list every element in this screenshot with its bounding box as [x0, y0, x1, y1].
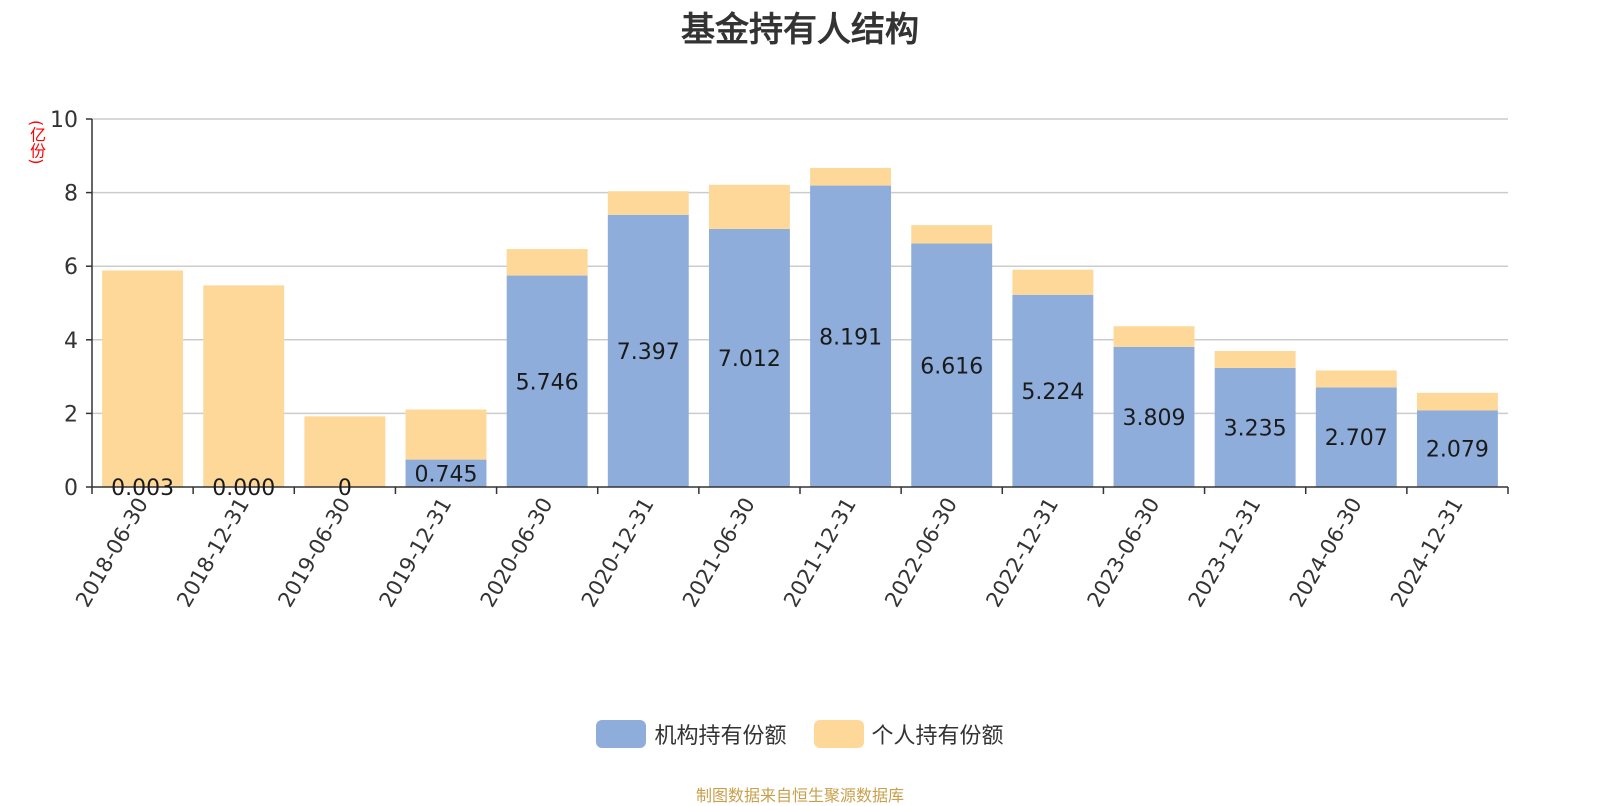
x-tick-label-10: 2023-06-30 [1083, 494, 1165, 612]
data-label-institutional-10: 3.809 [1123, 406, 1186, 431]
bars [102, 168, 1498, 487]
data-label-institutional-7: 8.191 [819, 325, 882, 350]
x-tick-label-0: 2018-06-30 [71, 494, 153, 612]
bar-individual-10 [1114, 326, 1195, 347]
bar-individual-0 [102, 271, 183, 487]
data-label-institutional-12: 2.707 [1325, 426, 1388, 451]
bar-individual-5 [608, 191, 689, 215]
legend-label-institutional: 机构持有份额 [654, 718, 786, 750]
x-tick-label-7: 2021-12-31 [779, 494, 861, 612]
legend-item-institutional[interactable]: 机构持有份额 [596, 718, 786, 750]
data-label-institutional-5: 7.397 [617, 340, 680, 365]
data-label-institutional-6: 7.012 [718, 347, 781, 372]
data-label-institutional-1: 0.000 [212, 476, 275, 501]
x-tick-label-1: 2018-12-31 [172, 494, 254, 612]
y-tick-label-0: 0 [64, 476, 78, 501]
bar-individual-7 [810, 168, 891, 186]
bar-individual-13 [1417, 393, 1498, 411]
legend-swatch-institutional [596, 720, 646, 748]
legend-item-individual[interactable]: 个人持有份额 [814, 718, 1004, 750]
y-tick-label-1: 2 [64, 402, 78, 427]
x-tick-label-4: 2020-06-30 [476, 494, 558, 612]
bar-individual-6 [709, 185, 790, 229]
legend-label-individual: 个人持有份额 [872, 718, 1004, 750]
data-label-institutional-8: 6.616 [920, 354, 983, 379]
bar-individual-4 [507, 249, 588, 275]
bar-individual-11 [1215, 351, 1296, 368]
bar-individual-9 [1012, 270, 1093, 295]
x-tick-label-13: 2024-12-31 [1386, 494, 1468, 612]
y-tick-label-2: 4 [64, 329, 78, 354]
data-label-institutional-11: 3.235 [1224, 416, 1287, 441]
y-tick-label-3: 6 [64, 255, 78, 280]
bar-individual-8 [911, 225, 992, 243]
bar-individual-12 [1316, 370, 1397, 387]
legend-swatch-individual [814, 720, 864, 748]
bar-individual-1 [203, 285, 284, 487]
source-note: 制图数据来自恒生聚源数据库 [0, 782, 1600, 806]
y-tick-label-4: 8 [64, 182, 78, 207]
legend: 机构持有份额 个人持有份额 [0, 718, 1600, 754]
x-tick-label-12: 2024-06-30 [1285, 494, 1367, 612]
data-label-institutional-0: 0.003 [111, 476, 174, 501]
x-tick-label-5: 2020-12-31 [577, 494, 659, 612]
x-tick-label-9: 2022-12-31 [981, 494, 1063, 612]
data-label-institutional-4: 5.746 [516, 370, 579, 395]
data-label-institutional-3: 0.745 [415, 462, 478, 487]
y-tick-label-5: 10 [50, 108, 78, 133]
bar-individual-3 [406, 410, 487, 460]
data-label-institutional-13: 2.079 [1426, 438, 1489, 463]
x-tick-label-3: 2019-12-31 [375, 494, 457, 612]
x-tick-label-6: 2021-06-30 [678, 494, 760, 612]
x-tick-label-2: 2019-06-30 [273, 494, 355, 612]
x-tick-label-11: 2023-12-31 [1184, 494, 1266, 612]
x-tick-label-8: 2022-06-30 [880, 494, 962, 612]
data-label-institutional-2: 0 [338, 476, 352, 501]
data-label-institutional-9: 5.224 [1021, 380, 1084, 405]
